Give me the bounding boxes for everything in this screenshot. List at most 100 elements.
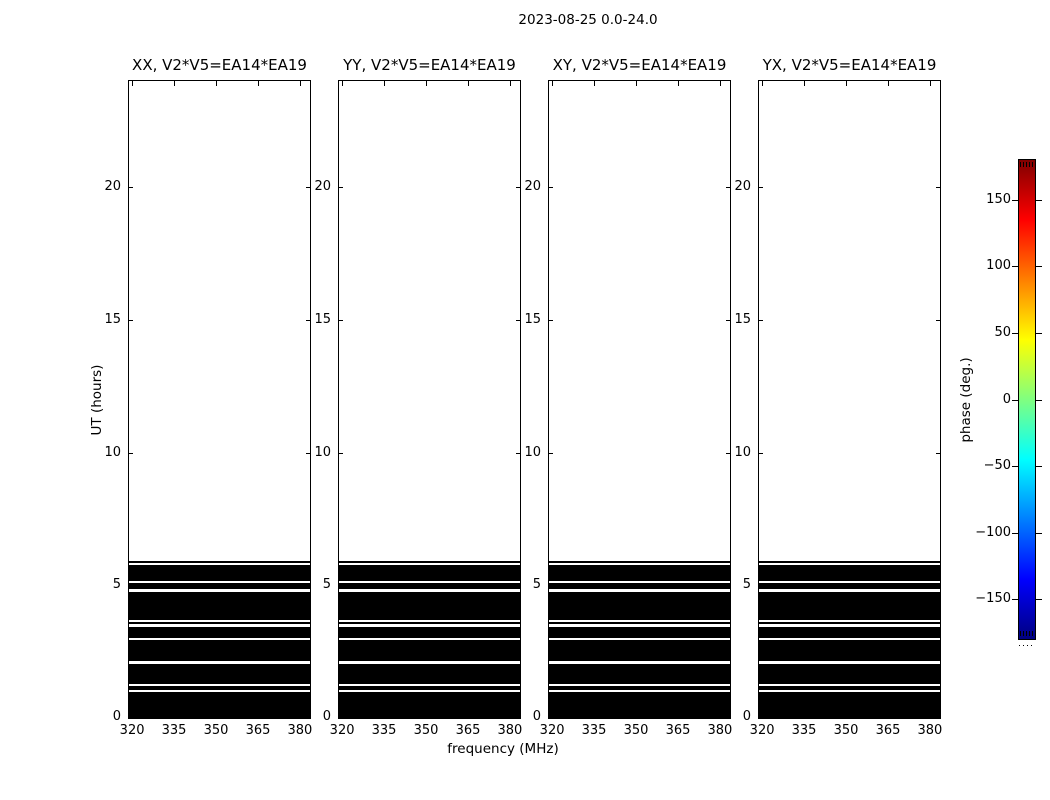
- colorbar-end-hatch-top: [1020, 162, 1033, 167]
- x-tick-label: 350: [203, 723, 229, 738]
- x-tick-mark: [552, 81, 554, 86]
- x-tick-mark: [468, 81, 469, 86]
- panel-title-xy: XY, V2*V5=EA14*EA19: [552, 56, 727, 74]
- y-tick-mark: [516, 452, 520, 454]
- colorbar-tick-mark: [1036, 532, 1042, 534]
- colorbar-tick-label: 0: [1002, 391, 1011, 407]
- data-block: [339, 686, 520, 690]
- data-block: [339, 640, 520, 662]
- data-block: [759, 564, 940, 581]
- colorbar-tick-label: 50: [994, 325, 1011, 340]
- y-tick-mark: [759, 452, 763, 454]
- data-block: [129, 626, 310, 638]
- x-tick-label: 335: [161, 723, 187, 738]
- data-block: [759, 560, 940, 564]
- colorbar-underline-dots: [1019, 645, 1035, 646]
- x-tick-mark: [384, 81, 385, 86]
- x-tick-label: 380: [917, 723, 943, 738]
- data-block: [549, 621, 730, 624]
- data-block: [759, 582, 940, 590]
- colorbar-tick-mark: [1012, 199, 1018, 201]
- x-tick-label: 320: [119, 723, 145, 738]
- panel-yy: [338, 80, 521, 719]
- colorbar-tick-mark: [1036, 599, 1042, 601]
- x-tick-mark: [762, 81, 764, 86]
- colorbar-tick-label: −100: [975, 524, 1011, 540]
- x-tick-mark: [426, 81, 427, 86]
- y-tick-label: 15: [734, 311, 751, 327]
- data-block: [129, 621, 310, 624]
- data-block: [759, 691, 940, 718]
- x-tick-label: 365: [245, 723, 271, 738]
- colorbar-tick-mark: [1012, 532, 1018, 534]
- colorbar-tick-mark: [1036, 333, 1042, 334]
- data-block: [759, 640, 940, 662]
- x-tick-mark: [258, 81, 259, 86]
- x-tick-label: 380: [287, 723, 313, 738]
- y-tick-mark: [129, 452, 133, 454]
- y-axis-label: UT (hours): [89, 364, 105, 436]
- colorbar-tick-label: 100: [986, 258, 1011, 274]
- data-block: [339, 564, 520, 581]
- y-tick-label: 5: [322, 577, 331, 593]
- data-block: [549, 640, 730, 662]
- y-tick-mark: [129, 319, 133, 321]
- panel-title-yy: YY, V2*V5=EA14*EA19: [343, 56, 516, 74]
- y-tick-mark: [339, 452, 343, 454]
- colorbar-tick-label: 150: [986, 191, 1011, 207]
- y-tick-mark: [339, 187, 343, 189]
- x-tick-label: 365: [875, 723, 901, 738]
- x-tick-label: 350: [413, 723, 439, 738]
- y-tick-mark: [516, 187, 520, 189]
- y-tick-label: 15: [524, 311, 541, 327]
- colorbar-tick-mark: [1012, 399, 1018, 401]
- panel-title-yx: YX, V2*V5=EA14*EA19: [762, 56, 937, 74]
- y-tick-label: 0: [112, 709, 121, 724]
- colorbar-tick-label: −150: [975, 591, 1011, 607]
- x-tick-label: 365: [665, 723, 691, 738]
- x-tick-mark: [342, 81, 344, 86]
- y-tick-mark: [726, 319, 730, 321]
- x-tick-mark: [929, 81, 931, 86]
- x-tick-label: 335: [791, 723, 817, 738]
- y-tick-mark: [936, 187, 940, 189]
- x-tick-mark: [299, 81, 301, 86]
- y-tick-mark: [306, 187, 310, 189]
- x-tick-label: 380: [707, 723, 733, 738]
- x-tick-mark: [678, 81, 679, 86]
- data-block: [549, 663, 730, 685]
- data-block: [129, 691, 310, 718]
- y-tick-label: 5: [112, 577, 121, 593]
- x-tick-label: 335: [371, 723, 397, 738]
- colorbar-tick-mark: [1012, 599, 1018, 601]
- x-tick-mark: [636, 81, 637, 86]
- x-tick-label: 320: [749, 723, 775, 738]
- colorbar-tick-mark: [1012, 333, 1018, 334]
- x-tick-label: 365: [455, 723, 481, 738]
- y-tick-label: 20: [104, 179, 121, 195]
- panel-yx: [758, 80, 941, 719]
- x-tick-label: 320: [539, 723, 565, 738]
- x-tick-mark: [216, 81, 217, 86]
- data-block: [129, 582, 310, 590]
- x-tick-mark: [594, 81, 595, 86]
- data-block: [549, 626, 730, 638]
- data-block: [759, 626, 940, 638]
- colorbar-tick-mark: [1012, 466, 1018, 467]
- x-tick-mark: [132, 81, 134, 86]
- y-tick-mark: [726, 187, 730, 189]
- data-block: [759, 663, 940, 685]
- colorbar-gradient: [1018, 159, 1036, 640]
- y-tick-mark: [549, 452, 553, 454]
- y-tick-label: 10: [734, 444, 751, 460]
- y-tick-label: 0: [532, 709, 541, 724]
- data-block: [549, 564, 730, 581]
- x-tick-mark: [804, 81, 805, 86]
- colorbar-tick-mark: [1036, 266, 1042, 268]
- data-block: [339, 582, 520, 590]
- y-tick-label: 0: [322, 709, 331, 724]
- y-tick-mark: [726, 452, 730, 454]
- x-tick-label: 380: [497, 723, 523, 738]
- colorbar-tick-mark: [1036, 399, 1042, 401]
